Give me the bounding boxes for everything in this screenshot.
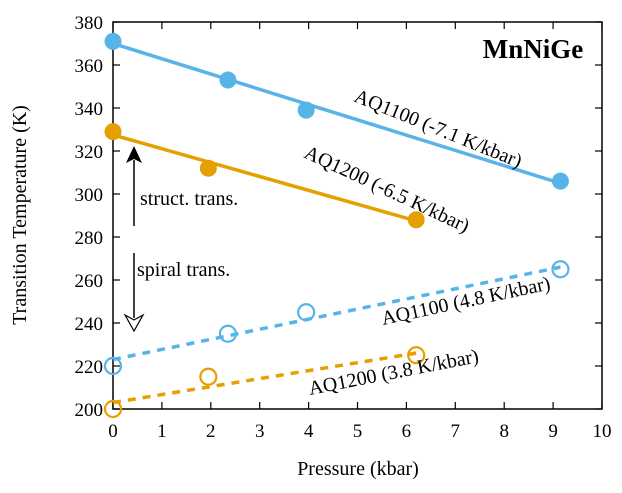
aq1100_struct-fit-line — [112, 41, 561, 185]
y-tick-label: 280 — [75, 228, 104, 249]
y-tick-label: 220 — [75, 357, 104, 378]
y-tick-label: 200 — [75, 400, 104, 421]
aq1100_struct-point — [297, 101, 315, 119]
struct-transition-arrow — [126, 146, 142, 226]
aq1200_spiral-fit-line — [112, 351, 417, 405]
y-tick-label: 340 — [75, 99, 104, 120]
y-tick-label: 380 — [75, 13, 104, 34]
x-tick-label: 4 — [304, 421, 314, 442]
aq1100_spiral-point — [551, 260, 570, 279]
series-label-aq1100-spiral: AQ1100 (4.8 K/kbar) — [379, 273, 552, 330]
plot-frame — [112, 21, 603, 410]
plot-area — [112, 21, 603, 410]
aq1100_struct-point — [551, 172, 569, 190]
x-tick-label: 8 — [499, 421, 509, 442]
series-label-aq1100-struct: AQ1100 (-7.1 K/kbar) — [351, 85, 525, 172]
y-tick-label: 300 — [75, 185, 104, 206]
x-tick-label: 0 — [108, 421, 118, 442]
aq1200_struct-point — [199, 159, 217, 177]
aq1200_struct-point — [104, 123, 122, 141]
x-tick-label: 2 — [206, 421, 216, 442]
x-tick-label: 7 — [451, 421, 461, 442]
y-tick-label: 320 — [75, 142, 104, 163]
aq1100_struct-point — [219, 71, 237, 89]
series-label-aq1200-struct: AQ1200 (-6.5 K/kbar) — [301, 142, 473, 238]
x-tick-label: 5 — [353, 421, 363, 442]
spiral-transition-label: spiral trans. — [137, 259, 230, 281]
x-axis-label: Pressure (kbar) — [297, 458, 419, 480]
x-tick-label: 1 — [157, 421, 167, 442]
aq1200_spiral-point — [407, 346, 426, 365]
aq1100_struct-point — [104, 32, 122, 50]
aq1100_spiral-fit-line — [112, 265, 561, 362]
data-markers — [103, 32, 570, 419]
aq1200_struct-point — [407, 211, 425, 229]
series-label-aq1200-spiral: AQ1200 (3.8 K/kbar) — [307, 345, 481, 400]
aq1100_spiral-point — [103, 356, 123, 376]
x-tick-label: 6 — [402, 421, 412, 442]
aq1200_spiral-point — [103, 399, 123, 419]
aq1200_struct-fit-line — [112, 133, 417, 223]
fit-lines — [112, 41, 561, 405]
spiral-transition-arrow — [123, 253, 145, 333]
aq1200_spiral-point — [199, 367, 218, 386]
x-tick-label: 3 — [255, 421, 265, 442]
y-axis-label: Transition Temperature (K) — [9, 105, 31, 325]
y-tick-label: 360 — [75, 56, 104, 77]
x-tick-label: 10 — [593, 421, 612, 442]
struct-transition-label: struct. trans. — [140, 188, 238, 210]
chart-title: MnNiGe — [483, 34, 584, 64]
y-tick-label: 260 — [75, 271, 104, 292]
x-tick-label: 9 — [548, 421, 558, 442]
aq1100_spiral-point — [297, 303, 316, 322]
y-axis-ticks: 200 220 240 260 280 300 320 340 360 380 — [75, 13, 602, 421]
x-axis-ticks: 0 1 2 3 4 5 6 7 8 9 10 — [108, 22, 612, 442]
aq1100_spiral-point — [218, 324, 238, 343]
y-tick-label: 240 — [75, 314, 104, 335]
